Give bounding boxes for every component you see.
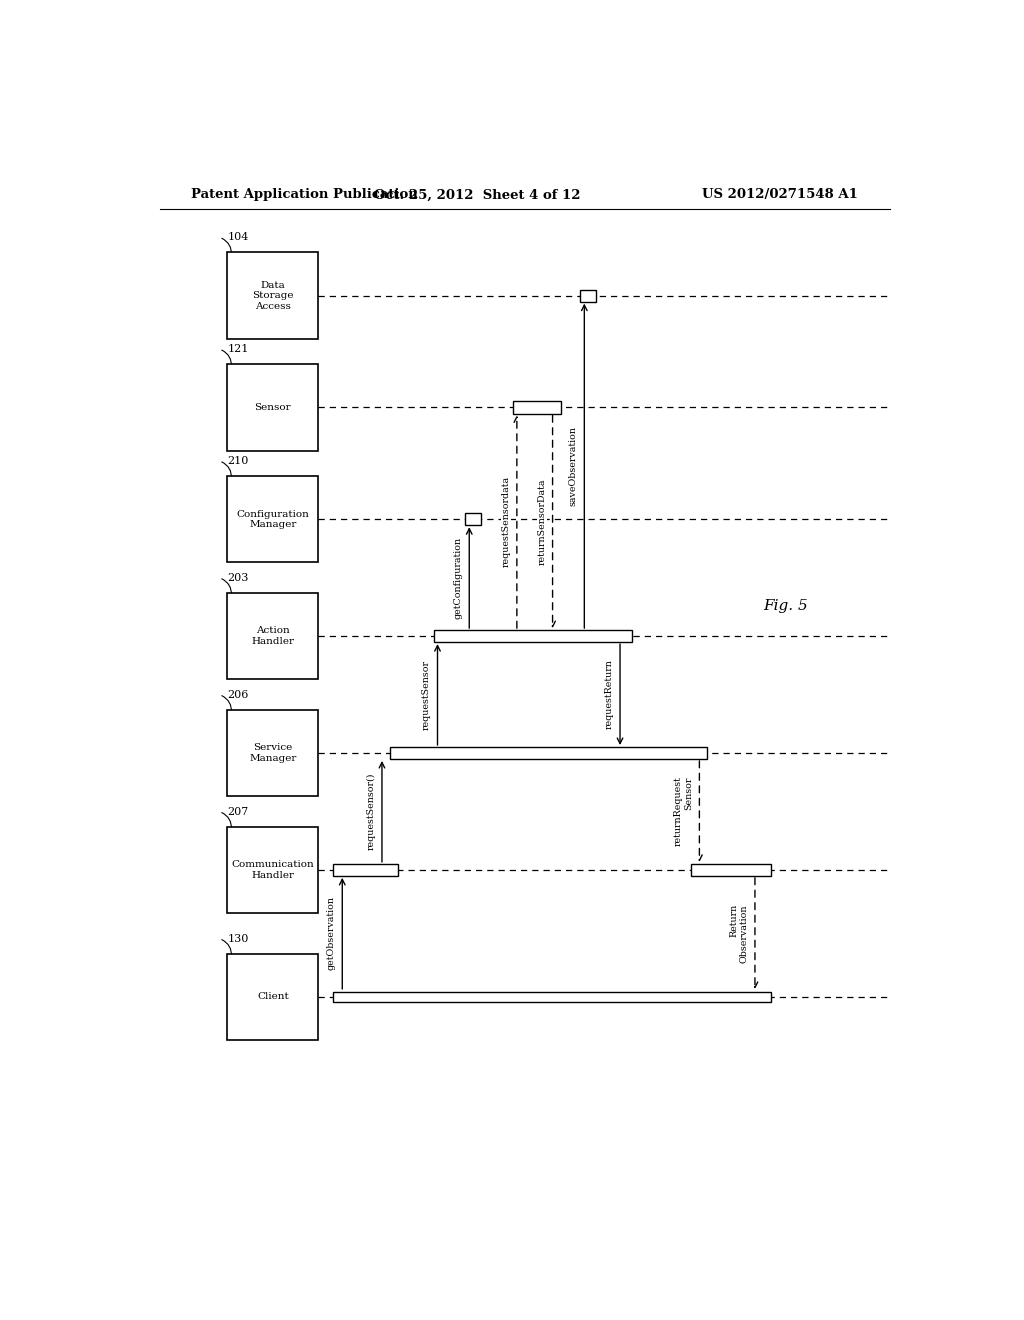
Text: 206: 206 [227, 689, 249, 700]
Text: 104: 104 [227, 232, 249, 243]
Text: saveObservation: saveObservation [569, 426, 578, 506]
Bar [691, 863, 771, 876]
Text: 210: 210 [227, 455, 249, 466]
Bar [433, 630, 632, 643]
Text: Oct. 25, 2012  Sheet 4 of 12: Oct. 25, 2012 Sheet 4 of 12 [374, 189, 581, 202]
Text: returnSensorData: returnSensorData [538, 479, 546, 565]
Text: Patent Application Publication: Patent Application Publication [191, 189, 418, 202]
Text: 121: 121 [227, 345, 249, 354]
Text: Client: Client [257, 993, 289, 1002]
Text: Action
Handler: Action Handler [251, 627, 294, 645]
Bar [465, 513, 481, 525]
Bar [581, 289, 596, 302]
Text: requestSensor(): requestSensor() [367, 772, 376, 850]
Bar [227, 252, 318, 339]
Text: Service
Manager: Service Manager [249, 743, 297, 763]
Text: 207: 207 [227, 807, 249, 817]
Bar [227, 954, 318, 1040]
Text: requestReturn: requestReturn [605, 660, 613, 730]
Text: Return
Observation: Return Observation [729, 904, 749, 962]
Bar [513, 401, 560, 413]
Bar [227, 710, 318, 796]
Text: Sensor: Sensor [255, 403, 291, 412]
Text: returnRequest
Sensor: returnRequest Sensor [674, 776, 693, 846]
Text: Data
Storage
Access: Data Storage Access [252, 281, 294, 310]
Bar [227, 593, 318, 680]
Bar [390, 747, 708, 759]
Text: requestSensordata: requestSensordata [502, 477, 511, 568]
Text: Fig. 5: Fig. 5 [763, 598, 808, 612]
Bar [333, 863, 397, 876]
Bar [333, 991, 771, 1002]
Text: US 2012/0271548 A1: US 2012/0271548 A1 [702, 189, 858, 202]
Bar [227, 477, 318, 562]
Text: 203: 203 [227, 573, 249, 582]
Bar [227, 826, 318, 913]
Text: 130: 130 [227, 933, 249, 944]
Bar [227, 364, 318, 450]
Text: getConfiguration: getConfiguration [454, 537, 463, 619]
Text: getObservation: getObservation [327, 896, 336, 970]
Text: requestSensor: requestSensor [422, 660, 431, 730]
Text: Communication
Handler: Communication Handler [231, 861, 314, 879]
Text: Configuration
Manager: Configuration Manager [237, 510, 309, 529]
